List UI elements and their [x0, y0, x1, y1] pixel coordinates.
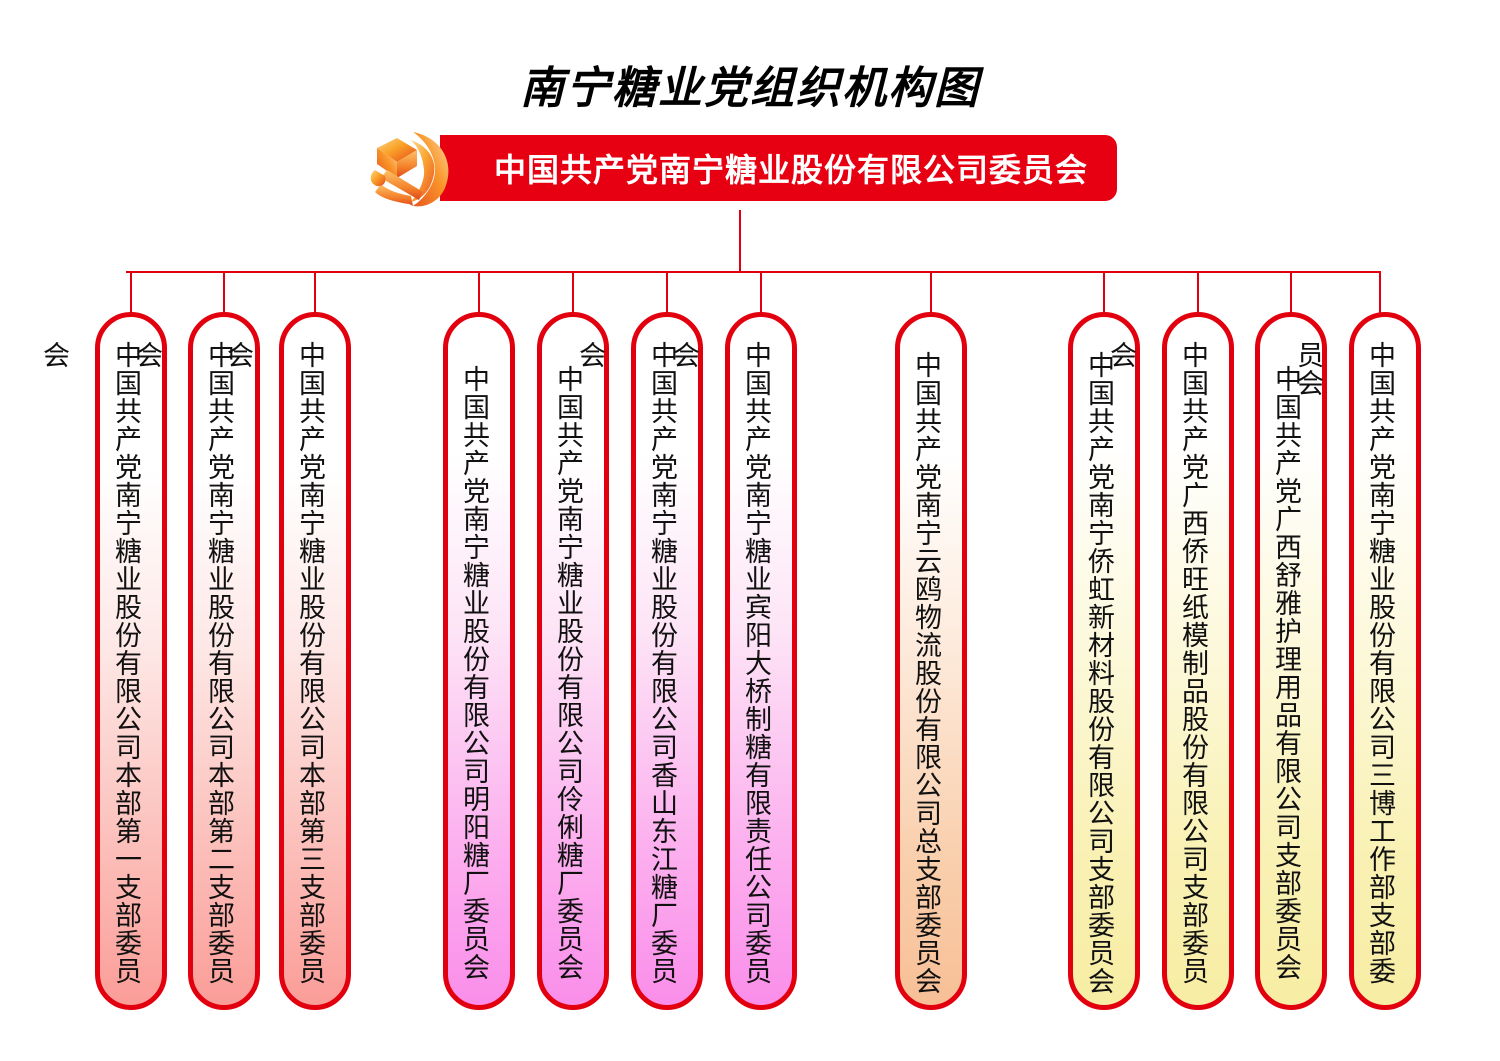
org-node-label: 中国共产党南宁云鸥物流股份有限公司总支部委员会: [911, 351, 941, 995]
org-node-1[interactable]: 中国共产党南宁糖业股份有限公司本部第一支部委员会: [39, 312, 167, 1010]
org-node-9[interactable]: 中国共产党南宁侨虹新材料股份有限公司支部委员会: [1068, 312, 1140, 1010]
org-node-label: 中国共产党南宁糖业股份有限公司本部第二支部委员会: [132, 341, 234, 985]
org-node-3[interactable]: 中国共产党南宁糖业股份有限公司本部第三支部委员会: [223, 312, 351, 1010]
connector-drop-7: [760, 271, 762, 314]
connector-bus: [126, 271, 1380, 273]
connector-drop-11: [1290, 271, 1292, 314]
root-node[interactable]: 中国共产党南宁糖业股份有限公司委员会: [345, 126, 1117, 210]
org-node-label: 中国共产党南宁侨虹新材料股份有限公司支部委员会: [1084, 351, 1114, 995]
org-node-12[interactable]: 中国共产党南宁糖业股份有限公司三博工作部支部委员会: [1293, 312, 1421, 1010]
org-node-label: 中国共产党南宁糖业股份有限公司三博工作部支部委员会: [1293, 341, 1395, 985]
connector-drop-5: [572, 271, 574, 314]
org-node-7[interactable]: 中国共产党南宁糖业宾阳大桥制糖有限责任公司委员会: [669, 312, 797, 1010]
org-node-label: 中国共产党南宁糖业宾阳大桥制糖有限责任公司委员会: [669, 341, 771, 985]
connector-drop-6: [666, 271, 668, 314]
org-node-label: 中国共产党南宁糖业股份有限公司伶俐糖厂委员会: [553, 365, 583, 981]
connector-drop-2: [223, 271, 225, 314]
connector-drop-10: [1197, 271, 1199, 314]
connector-drop-8: [930, 271, 932, 314]
org-node-label: 中国共产党南宁糖业股份有限公司香山东江糖厂委员会: [575, 341, 677, 985]
connector-drop-9: [1103, 271, 1105, 314]
org-node-label: 中国共产党广西舒雅护理用品有限公司支部委员会: [1271, 365, 1301, 981]
root-banner: [440, 135, 1117, 201]
org-node-8[interactable]: 中国共产党南宁云鸥物流股份有限公司总支部委员会: [895, 312, 967, 1010]
org-node-11[interactable]: 中国共产党广西舒雅护理用品有限公司支部委员会: [1255, 312, 1327, 1010]
root-node-label: 中国共产党南宁糖业股份有限公司委员会: [493, 152, 1088, 188]
connector-drop-1: [130, 271, 132, 314]
org-node-5[interactable]: 中国共产党南宁糖业股份有限公司伶俐糖厂委员会: [537, 312, 609, 1010]
connector-drop-4: [478, 271, 480, 314]
page-title: 南宁糖业党组织机构图: [520, 64, 980, 113]
connector-drop-3: [314, 271, 316, 314]
connector-drop-12: [1379, 271, 1381, 314]
connector-trunk: [739, 210, 741, 272]
org-node-10[interactable]: 中国共产党广西侨旺纸模制品股份有限公司支部委员会: [1106, 312, 1234, 1010]
party-emblem-icon: [370, 132, 449, 207]
org-node-2[interactable]: 中国共产党南宁糖业股份有限公司本部第二支部委员会: [132, 312, 260, 1010]
org-node-label: 中国共产党南宁糖业股份有限公司明阳糖厂委员会: [459, 365, 489, 981]
org-node-label: 中国共产党广西侨旺纸模制品股份有限公司支部委员会: [1106, 341, 1208, 985]
org-node-label: 中国共产党南宁糖业股份有限公司本部第三支部委员会: [223, 341, 325, 985]
org-node-4[interactable]: 中国共产党南宁糖业股份有限公司明阳糖厂委员会: [443, 312, 515, 1010]
org-node-label: 中国共产党南宁糖业股份有限公司本部第一支部委员会: [39, 341, 141, 985]
org-node-6[interactable]: 中国共产党南宁糖业股份有限公司香山东江糖厂委员会: [575, 312, 703, 1010]
